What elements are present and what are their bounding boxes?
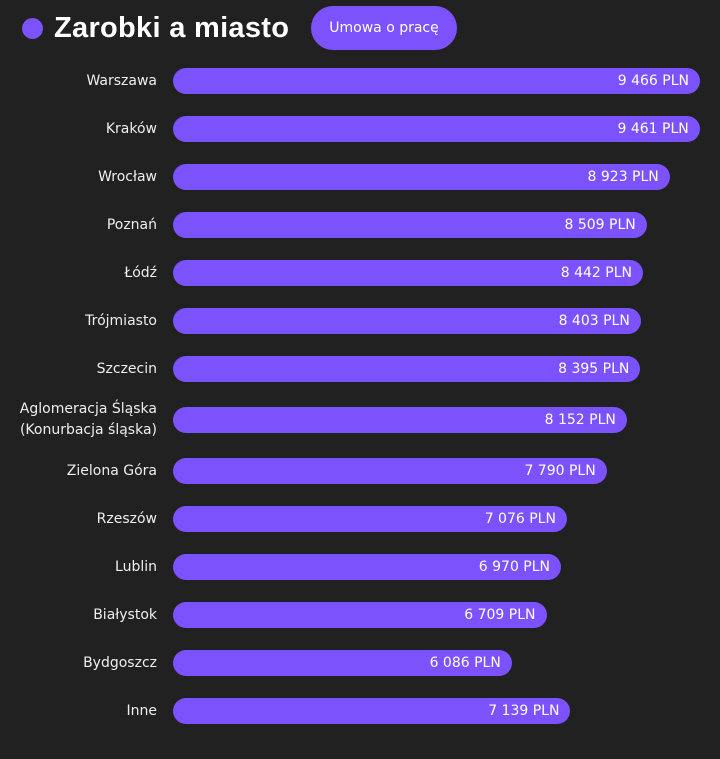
bar: 6 709 PLN [173,602,547,628]
category-label: Aglomeracja Śląska (Konurbacja śląska) [19,401,157,438]
bar-row: Lublin 6 970 PLN [0,543,720,591]
bar: 8 403 PLN [173,308,641,334]
bar-track: 9 461 PLN [173,116,713,142]
bar-track: 8 395 PLN [173,356,713,382]
bar-track: 7 139 PLN [173,698,713,724]
bar: 7 139 PLN [173,698,571,724]
value-label: 8 403 PLN [558,313,630,329]
category-label: Zielona Góra [66,462,157,479]
bullet-dot-icon [22,17,43,39]
bar: 6 086 PLN [173,650,512,676]
bar: 9 461 PLN [173,116,700,142]
bar-row: Wrocław 8 923 PLN [0,153,720,201]
value-label: 8 442 PLN [560,265,632,281]
category-label: Poznań [106,216,157,233]
category-label: Inne [126,702,158,719]
bar-row: Warszawa 9 466 PLN [0,57,720,105]
bar-row: Łódź 8 442 PLN [0,249,720,297]
value-label: 7 790 PLN [524,463,596,479]
bar-row: Białystok 6 709 PLN [0,591,720,639]
bar-row: Rzeszów 7 076 PLN [0,495,720,543]
bar-track: 8 403 PLN [173,308,713,334]
bar: 8 509 PLN [173,212,647,238]
bar-row: Poznań 8 509 PLN [0,201,720,249]
bar-track: 8 509 PLN [173,212,713,238]
bar: 7 790 PLN [173,458,607,484]
category-label: Białystok [93,606,157,623]
bar-track: 8 442 PLN [173,260,713,286]
value-label: 8 509 PLN [564,217,636,233]
value-label: 6 086 PLN [429,655,501,671]
category-label: Bydgoszcz [83,654,157,671]
bar: 9 466 PLN [173,68,700,94]
bar-track: 9 466 PLN [173,68,713,94]
bar-track: 8 923 PLN [173,164,713,190]
bar: 7 076 PLN [173,506,567,532]
bar-chart: Warszawa 9 466 PLN Kraków 9 461 PLN Wrocław 8… [0,57,720,735]
category-label: Trójmiasto [85,312,157,329]
bar-row: Aglomeracja Śląska (Konurbacja śląska) 8 … [0,393,720,447]
bar-track: 8 152 PLN [173,407,713,433]
value-label: 7 076 PLN [484,511,556,527]
value-label: 7 139 PLN [488,703,560,719]
bar: 8 395 PLN [173,356,641,382]
bar-row: Kraków 9 461 PLN [0,105,720,153]
bar-row: Szczecin 8 395 PLN [0,345,720,393]
value-label: 6 970 PLN [478,559,551,575]
bar-row: Bydgoszcz 6 086 PLN [0,639,720,687]
value-label: 8 923 PLN [587,169,659,185]
category-label: Rzeszów [96,510,157,527]
value-label: 8 395 PLN [558,361,630,377]
category-label: Szczecin [96,360,157,377]
contract-type-button[interactable]: Umowa o pracę [311,6,457,50]
bar-row: Trójmiasto 8 403 PLN [0,297,720,345]
value-label: 9 461 PLN [617,121,689,137]
bar: 8 152 PLN [173,407,627,433]
category-label: Warszawa [86,72,157,89]
value-label: 6 709 PLN [464,607,536,623]
bar-track: 6 709 PLN [173,602,713,628]
bar-row: Inne 7 139 PLN [0,687,720,735]
category-label: Kraków [105,120,157,137]
chart-header: Zarobki a miasto Umowa o pracę [22,6,457,50]
category-label: Lublin [115,558,157,575]
bar: 8 923 PLN [173,164,670,190]
bar-track: 6 970 PLN [173,554,713,580]
bar: 8 442 PLN [173,260,643,286]
category-label: Wrocław [98,168,157,185]
chart-title: Zarobki a miasto [54,11,290,44]
bar-track: 7 790 PLN [173,458,713,484]
bar-track: 6 086 PLN [173,650,713,676]
bar: 6 970 PLN [173,554,562,580]
bar-row: Zielona Góra 7 790 PLN [0,447,720,495]
bar-track: 7 076 PLN [173,506,713,532]
value-label: 8 152 PLN [544,412,616,428]
value-label: 9 466 PLN [617,73,689,89]
category-label: Łódź [124,264,157,281]
